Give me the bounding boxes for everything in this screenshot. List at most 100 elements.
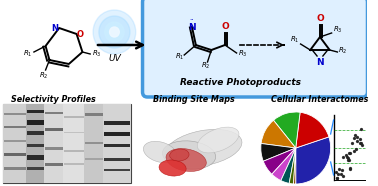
Bar bbox=[64, 116, 84, 118]
Text: Reactive Photoproducts: Reactive Photoproducts bbox=[180, 78, 301, 86]
Bar bbox=[64, 163, 84, 165]
Bar bbox=[85, 158, 103, 160]
Point bbox=[339, 169, 345, 172]
Text: $R_3$: $R_3$ bbox=[238, 49, 247, 59]
Text: $R_1$: $R_1$ bbox=[175, 52, 184, 62]
Text: O: O bbox=[316, 14, 324, 23]
Wedge shape bbox=[263, 148, 296, 174]
Ellipse shape bbox=[163, 141, 216, 169]
Bar bbox=[45, 128, 63, 131]
Bar bbox=[27, 120, 44, 125]
Bar bbox=[104, 144, 130, 147]
Point bbox=[347, 166, 353, 169]
Point bbox=[358, 142, 364, 145]
Point bbox=[345, 158, 351, 161]
Bar bbox=[45, 112, 63, 114]
Text: ··: ·· bbox=[190, 17, 194, 23]
Text: $R_3$: $R_3$ bbox=[333, 25, 342, 35]
Wedge shape bbox=[289, 148, 296, 184]
Bar bbox=[63, 104, 84, 183]
Point bbox=[338, 172, 344, 175]
Wedge shape bbox=[294, 148, 296, 184]
Bar bbox=[26, 104, 44, 183]
Point bbox=[349, 142, 355, 145]
Point bbox=[352, 133, 358, 136]
Point bbox=[346, 151, 352, 154]
Bar bbox=[27, 167, 44, 170]
Text: Binding Site Maps: Binding Site Maps bbox=[153, 94, 235, 103]
Bar bbox=[3, 104, 131, 183]
Point bbox=[336, 167, 342, 170]
Bar bbox=[4, 153, 26, 156]
Bar bbox=[64, 150, 84, 152]
Point bbox=[340, 175, 346, 178]
Circle shape bbox=[105, 22, 124, 42]
Point bbox=[347, 152, 353, 155]
Point bbox=[340, 155, 346, 158]
Text: N: N bbox=[316, 57, 324, 67]
Wedge shape bbox=[296, 137, 331, 184]
Text: O: O bbox=[77, 30, 84, 39]
Bar bbox=[27, 155, 44, 160]
Text: $R_2$: $R_2$ bbox=[39, 71, 48, 81]
Bar bbox=[104, 169, 130, 171]
Bar bbox=[85, 113, 103, 116]
Point bbox=[358, 127, 364, 130]
Ellipse shape bbox=[197, 127, 239, 153]
Bar bbox=[103, 104, 131, 183]
Ellipse shape bbox=[159, 160, 186, 176]
Wedge shape bbox=[272, 148, 296, 181]
Wedge shape bbox=[261, 120, 296, 148]
Point bbox=[351, 136, 357, 139]
Ellipse shape bbox=[170, 149, 189, 161]
Text: N: N bbox=[51, 23, 58, 33]
Circle shape bbox=[99, 16, 130, 48]
Wedge shape bbox=[296, 112, 329, 148]
Point bbox=[351, 150, 357, 153]
Wedge shape bbox=[261, 143, 296, 161]
Point bbox=[353, 147, 359, 150]
Bar bbox=[64, 132, 84, 133]
Point bbox=[335, 177, 341, 179]
Ellipse shape bbox=[166, 149, 206, 171]
Point bbox=[344, 156, 350, 159]
Bar bbox=[45, 163, 63, 166]
Bar bbox=[4, 126, 26, 129]
Bar bbox=[27, 144, 44, 147]
Text: $R_2$: $R_2$ bbox=[201, 61, 210, 71]
Point bbox=[357, 141, 363, 144]
Bar bbox=[84, 104, 103, 183]
Text: N: N bbox=[188, 23, 196, 31]
Wedge shape bbox=[273, 112, 300, 148]
Point bbox=[345, 157, 351, 160]
Point bbox=[346, 159, 352, 162]
Point bbox=[359, 143, 365, 146]
Bar bbox=[3, 104, 26, 183]
Point bbox=[357, 137, 363, 140]
Circle shape bbox=[110, 27, 119, 37]
Bar bbox=[4, 167, 26, 170]
Text: $R_3$: $R_3$ bbox=[92, 49, 102, 59]
Bar bbox=[85, 142, 103, 144]
Bar bbox=[104, 121, 130, 125]
FancyBboxPatch shape bbox=[143, 0, 367, 97]
Point bbox=[334, 177, 340, 179]
Bar bbox=[44, 104, 63, 183]
Ellipse shape bbox=[143, 141, 177, 163]
Text: Selectivity Profiles: Selectivity Profiles bbox=[11, 94, 96, 103]
Point bbox=[354, 140, 360, 143]
Bar bbox=[27, 110, 44, 113]
Wedge shape bbox=[281, 148, 296, 183]
Point bbox=[343, 153, 349, 156]
Text: $R_1$: $R_1$ bbox=[23, 49, 33, 59]
Bar bbox=[27, 131, 44, 135]
Point bbox=[333, 170, 339, 173]
Bar bbox=[4, 113, 26, 116]
Bar bbox=[104, 132, 130, 136]
Bar bbox=[4, 140, 26, 142]
Circle shape bbox=[93, 10, 136, 54]
Point bbox=[347, 167, 353, 170]
Bar bbox=[104, 158, 130, 161]
Text: $R_2$: $R_2$ bbox=[338, 46, 348, 56]
Ellipse shape bbox=[165, 129, 242, 167]
